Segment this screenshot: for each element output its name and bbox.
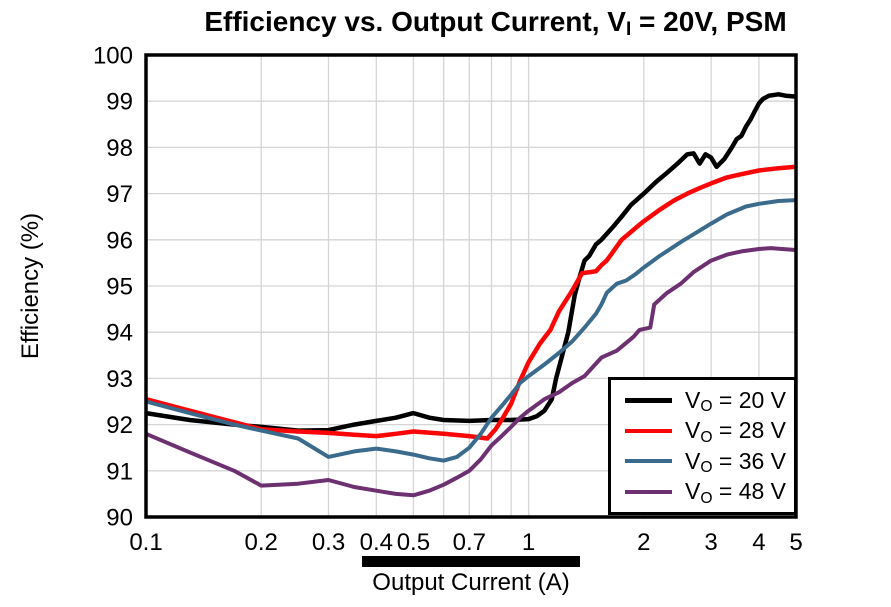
legend-line-swatch [625, 398, 672, 403]
legend-box: VO = 20 V VO = 28 V VO = 36 V VO = 48 V [608, 377, 797, 515]
x-tick-label: 0.4 [360, 529, 393, 556]
series-line-vo-20 [145, 92, 797, 433]
y-tick-label: 94 [106, 320, 133, 347]
chart-title-prefix: Efficiency vs. Output Current, V [204, 6, 626, 37]
plot-frame [144, 53, 798, 519]
legend-label: VO = 48 V [685, 478, 787, 507]
legend-label: VO = 20 V [685, 386, 787, 416]
series-line-vo-28 [145, 164, 797, 441]
legend-entry-vo-28: VO = 28 V [611, 417, 794, 446]
x-tick-label: 0.7 [453, 529, 486, 556]
y-tick-label: 98 [106, 135, 133, 162]
chart-title-subscript: I [625, 19, 632, 41]
chart-title-suffix: = 20V, PSM [631, 6, 787, 37]
legend-line-swatch [625, 459, 672, 464]
x-tick-label: 0.5 [397, 529, 430, 556]
y-axis-label: Efficiency (%) [17, 212, 44, 360]
y-tick-label: 90 [106, 505, 133, 532]
legend-label: VO = 36 V [685, 447, 787, 477]
legend-entry-vo-48: VO = 48 V [611, 478, 794, 507]
chart-title: Efficiency vs. Output Current, VI = 20V,… [100, 6, 891, 41]
legend-entry-vo-20: VO = 20 V [611, 386, 794, 416]
y-tick-label: 93 [106, 366, 133, 393]
y-tick-label: 92 [106, 412, 133, 439]
legend-label: VO = 28 V [685, 417, 787, 446]
x-tick-label: 5 [789, 529, 802, 556]
series-line-vo-48 [145, 246, 797, 498]
legend-entry-vo-36: VO = 36 V [611, 447, 794, 477]
legend-line-swatch [625, 428, 672, 433]
y-tick-label: 97 [106, 181, 133, 208]
x-axis-label: Output Current (A) [372, 569, 570, 596]
x-tick-label: 0.1 [129, 529, 162, 556]
legend-line-swatch [625, 489, 672, 494]
y-tick-label: 91 [106, 458, 133, 485]
y-tick-label: 95 [106, 274, 133, 301]
x-tick-label: 0.2 [245, 529, 278, 556]
x-tick-label: 2 [637, 529, 650, 556]
x-tick-label: 4 [752, 529, 765, 556]
y-tick-label: 100 [93, 43, 133, 70]
x-tick-label: 0.3 [312, 529, 345, 556]
x-tick-label: 1 [522, 529, 535, 556]
y-tick-label: 99 [106, 89, 133, 116]
x-tick-label: 3 [704, 529, 717, 556]
series-line-vo-36 [145, 198, 797, 463]
y-tick-label: 96 [106, 227, 133, 254]
highlight-bar [362, 556, 580, 567]
